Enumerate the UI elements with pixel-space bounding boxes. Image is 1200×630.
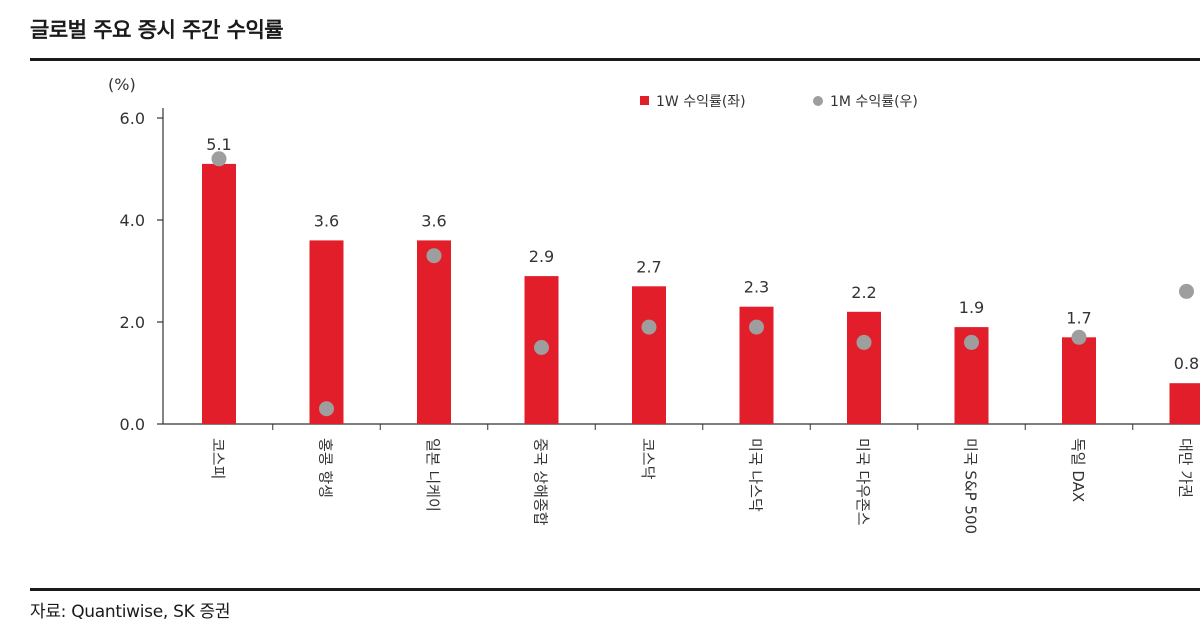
data-label-6: 2.3 [744,278,769,297]
data-label-3: 3.6 [421,211,446,230]
dot-1 [211,151,227,167]
data-labels: 5.1 3.6 3.6 2.9 2.7 2.3 2.2 1.9 1.7 0.8 [206,135,1199,373]
source-note: 자료: Quantiwise, SK 증권 [30,602,231,622]
dot-10 [1179,283,1194,299]
y-axis: 0.0 2.0 4.0 6.0 (%) [108,75,1200,434]
category-labels: 코스피 홍콩 항셍 일본 니케이 중국 상해종합 코스닥 미국 나스닥 미국 다우존스 미국 … [209,438,1195,534]
bar-3 [417,240,451,424]
bottom-rule [30,588,1200,591]
category-label-2: 홍콩 항셍 [317,438,335,498]
data-label-5: 2.7 [636,257,661,276]
y-unit-label: (%) [108,75,136,94]
bar-1 [202,163,236,424]
category-label-8: 미국 S&P 500 [962,438,980,534]
bar-9 [1062,337,1096,424]
data-label-10: 0.8 [1174,354,1199,373]
bar-series [202,163,1200,424]
dot-5 [641,319,657,335]
legend-bar-swatch [640,96,649,105]
category-label-6: 미국 나스닥 [747,438,765,512]
dot-9 [1071,329,1087,345]
legend-dot-swatch [813,96,823,106]
chart-area: 0.0 2.0 4.0 6.0 (%) 5.1 3.6 3.6 2.9 2.7 2.3 2.2 1.9… [108,75,1200,534]
y-tick-label: 6.0 [120,109,145,128]
dot-8 [964,334,979,350]
dot-7 [856,334,872,350]
bar-7 [847,311,881,424]
bar-2 [309,240,344,424]
y-tick-label: 0.0 [120,415,145,434]
data-label-7: 2.2 [851,283,876,302]
data-label-4: 2.9 [529,247,554,266]
data-label-8: 1.9 [959,298,984,317]
category-label-7: 미국 다우존스 [854,438,872,526]
category-label-4: 중국 상해종합 [532,438,550,526]
dot-series [211,151,1194,417]
category-label-1: 코스피 [209,438,227,479]
y-tick-label: 4.0 [120,211,145,230]
data-label-1: 5.1 [206,135,231,154]
y-tick-label: 2.0 [120,313,145,332]
bar-10 [1169,383,1200,424]
dot-6 [749,319,764,335]
category-label-5: 코스닥 [639,438,657,480]
top-rule [30,58,1200,61]
data-label-9: 1.7 [1066,308,1091,327]
bar-5 [632,286,666,424]
category-label-9: 독일 DAX [1069,438,1087,502]
category-label-10: 대만 가권 [1177,438,1195,498]
legend-dot-label: 1M 수익률(우) [830,94,918,110]
data-label-2: 3.6 [314,211,339,230]
legend-bar-label: 1W 수익률(좌) [656,94,746,110]
dot-3 [426,248,442,264]
dot-4 [534,340,549,355]
chart-title: 글로벌 주요 증시 주간 수익률 [30,18,284,42]
legend: 1W 수익률(좌) 1M 수익률(우) [640,94,918,110]
category-label-3: 일본 니케이 [424,438,442,512]
dot-2 [319,401,334,417]
